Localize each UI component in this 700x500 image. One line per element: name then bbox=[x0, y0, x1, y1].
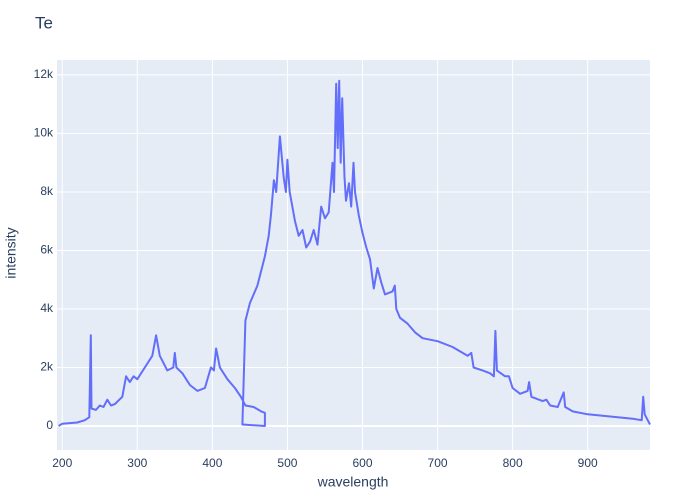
y-tick-label: 0 bbox=[46, 418, 53, 432]
y-tick-label: 2k bbox=[40, 360, 54, 374]
x-tick-label: 300 bbox=[127, 456, 147, 470]
y-tick-label: 12k bbox=[34, 67, 54, 81]
x-axis-title: wavelength bbox=[317, 474, 389, 490]
chart-title: Te bbox=[35, 13, 53, 32]
x-tick-label: 400 bbox=[202, 456, 222, 470]
y-tick-label: 8k bbox=[40, 184, 54, 198]
y-tick-label: 6k bbox=[40, 243, 54, 257]
x-tick-label: 200 bbox=[52, 456, 72, 470]
y-tick-label: 10k bbox=[34, 126, 54, 140]
y-axis-title: intensity bbox=[3, 227, 19, 278]
x-tick-label: 600 bbox=[352, 456, 372, 470]
x-tick-label: 800 bbox=[503, 456, 523, 470]
y-tick-label: 4k bbox=[40, 301, 54, 315]
x-tick-label: 500 bbox=[277, 456, 297, 470]
data-line bbox=[57, 79, 651, 427]
x-tick-label: 700 bbox=[428, 456, 448, 470]
x-tick-label: 900 bbox=[578, 456, 598, 470]
plot-background bbox=[57, 60, 650, 450]
